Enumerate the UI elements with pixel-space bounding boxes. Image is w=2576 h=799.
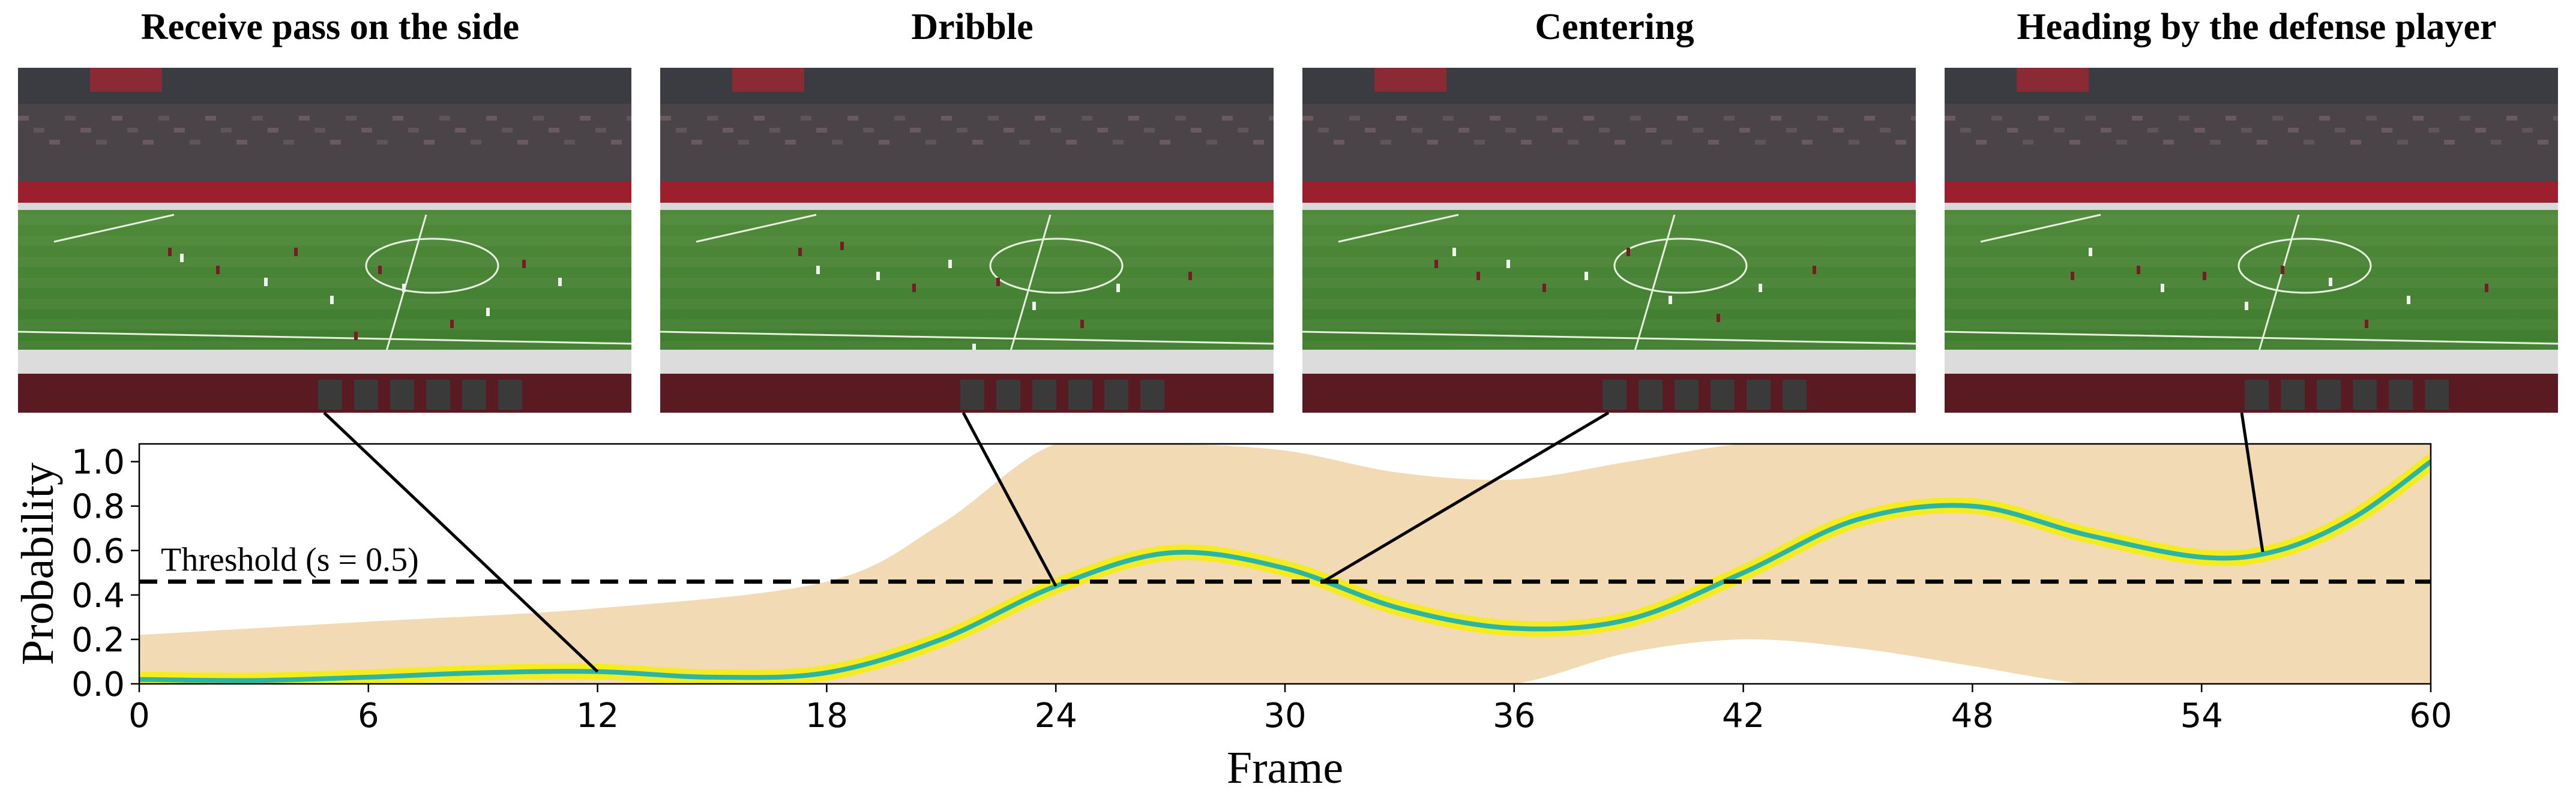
video-frame-image-3 (1302, 68, 1916, 413)
x-tick-label: 6 (358, 696, 379, 735)
x-tick-label: 54 (2180, 696, 2223, 735)
x-tick-label: 0 (128, 696, 150, 735)
video-frame-image-2 (660, 68, 1274, 413)
panel-title-3: Centering (1535, 7, 1694, 47)
video-frame-image-4 (1945, 68, 2558, 413)
x-tick-label: 18 (805, 696, 848, 735)
x-tick-label: 36 (1493, 696, 1535, 735)
x-tick-label: 60 (2409, 696, 2452, 735)
x-tick-label: 42 (1722, 696, 1765, 735)
y-tick-label: 0.6 (71, 532, 125, 571)
y-axis-label: Probability (13, 462, 63, 665)
x-tick-label: 30 (1263, 696, 1306, 735)
x-tick-label: 48 (1951, 696, 1994, 735)
connector-line-1 (323, 411, 599, 673)
panel-title-1: Receive pass on the side (140, 7, 520, 47)
threshold-label: Threshold (s = 0.5) (161, 542, 419, 579)
video-frame-image-1 (18, 68, 631, 413)
x-tick-label: 24 (1035, 696, 1077, 735)
connector-line-2 (961, 411, 1058, 587)
y-tick-label: 0.8 (71, 488, 125, 527)
panel-title-4: Heading by the defense player (2017, 7, 2497, 47)
x-axis-label: Frame (1227, 743, 1343, 793)
y-tick-label: 0.2 (71, 621, 125, 660)
panel-title-2: Dribble (911, 7, 1034, 47)
x-tick-label: 12 (576, 696, 619, 735)
y-tick-label: 0.0 (71, 665, 125, 704)
connector-line-3 (1322, 411, 1610, 583)
y-tick-label: 1.0 (71, 443, 125, 482)
connector-line-4 (2240, 412, 2265, 552)
y-tick-label: 0.4 (71, 576, 125, 615)
